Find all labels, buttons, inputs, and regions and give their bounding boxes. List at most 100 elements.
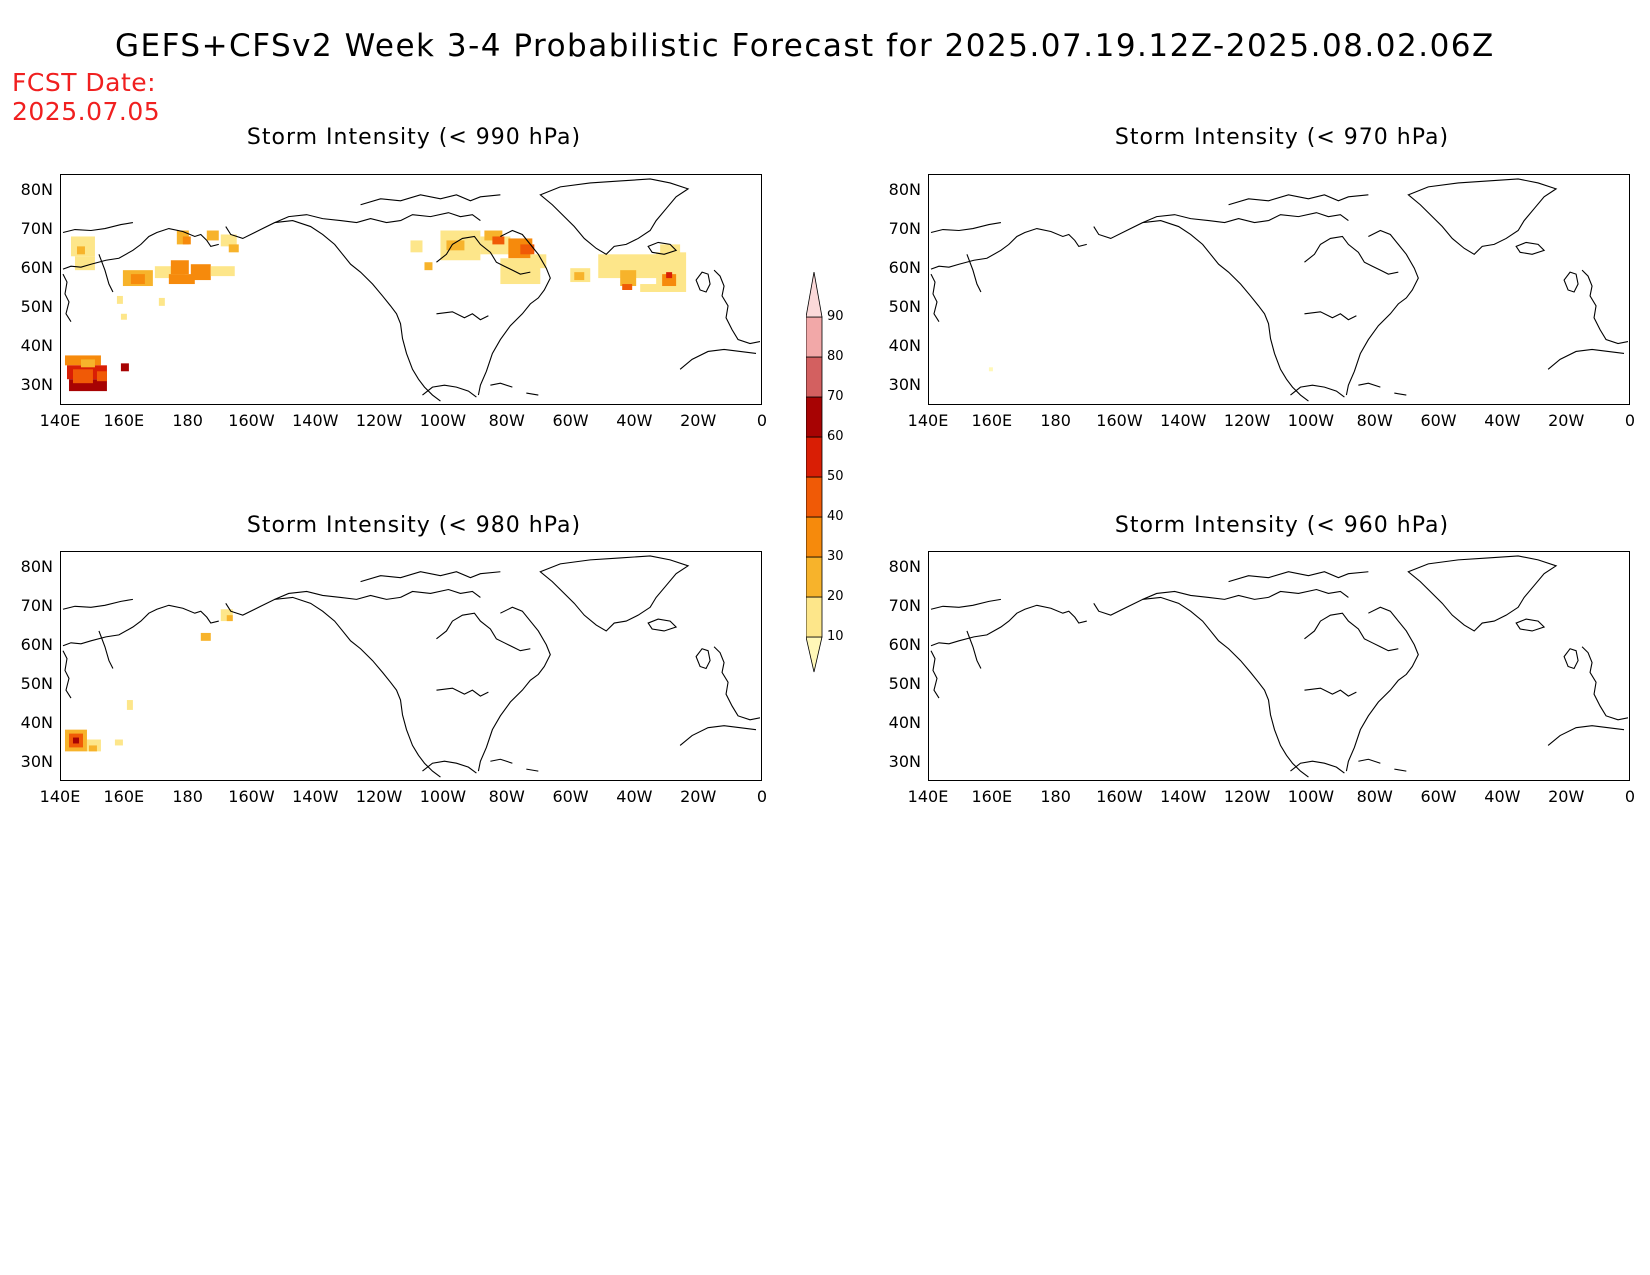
lon-tick-label: 180 bbox=[1040, 787, 1071, 806]
coastline bbox=[490, 382, 513, 388]
coastlines bbox=[62, 178, 760, 402]
coastline bbox=[1142, 214, 1269, 224]
map-canvas bbox=[62, 178, 760, 402]
coastline bbox=[98, 630, 114, 669]
map-canvas bbox=[930, 178, 1628, 402]
lon-tick-label: 140E bbox=[907, 787, 949, 806]
probability-cell bbox=[76, 246, 85, 255]
lat-tick-label: 60N bbox=[20, 257, 53, 277]
lon-tick-label: 0 bbox=[756, 787, 768, 806]
lon-tick-label: 0 bbox=[1624, 411, 1636, 430]
probability-cell bbox=[88, 745, 97, 752]
probability-cell bbox=[988, 367, 993, 372]
probability-cell bbox=[120, 363, 129, 372]
coastline bbox=[1142, 590, 1269, 600]
probability-cell bbox=[620, 270, 637, 287]
lon-tick-label: 60W bbox=[1420, 411, 1457, 430]
lat-tick-label: 80N bbox=[888, 556, 921, 576]
coastline bbox=[98, 254, 114, 293]
probability-cell bbox=[182, 236, 191, 245]
colorbar-swatch bbox=[806, 436, 823, 478]
probability-cell bbox=[410, 240, 423, 253]
coastline bbox=[1228, 194, 1369, 206]
forecast-date-label: FCST Date: bbox=[12, 68, 157, 97]
probability-cell bbox=[424, 262, 433, 271]
coastline bbox=[422, 760, 477, 774]
coastline bbox=[1268, 212, 1349, 222]
lat-tick-label: 50N bbox=[888, 297, 921, 317]
coastline bbox=[1407, 555, 1558, 632]
lon-tick-label: 160W bbox=[1096, 787, 1143, 806]
colorbar-level-label: 40 bbox=[827, 509, 844, 524]
coastline bbox=[225, 220, 441, 402]
lon-tick-label: 80W bbox=[1356, 787, 1393, 806]
coastline bbox=[436, 687, 489, 697]
coastline bbox=[1515, 241, 1546, 255]
colorbar-swatch bbox=[806, 396, 823, 438]
map-canvas bbox=[62, 555, 760, 778]
probability-cell bbox=[74, 256, 95, 271]
coastline bbox=[1093, 220, 1309, 402]
coastline bbox=[1358, 382, 1381, 388]
panel-title-970: Storm Intensity (< 970 hPa) bbox=[1114, 125, 1450, 150]
coastline bbox=[1290, 760, 1345, 774]
probability-cell bbox=[80, 359, 95, 368]
lon-tick-label: 60W bbox=[552, 411, 589, 430]
coastline bbox=[400, 588, 481, 598]
probability-cell bbox=[666, 272, 673, 279]
lon-tick-label: 60W bbox=[1420, 787, 1457, 806]
probability-cell bbox=[220, 234, 237, 247]
probability-cell bbox=[96, 371, 107, 382]
lon-tick-label: 120W bbox=[355, 787, 403, 806]
lat-tick-label: 40N bbox=[20, 336, 53, 356]
coastline bbox=[274, 214, 401, 224]
probability-cell bbox=[210, 266, 235, 277]
probability-cell bbox=[492, 236, 505, 245]
coastline bbox=[1290, 384, 1345, 398]
coastline bbox=[966, 254, 982, 293]
lat-tick-label: 30N bbox=[20, 751, 53, 771]
lon-tick-label: 0 bbox=[756, 411, 768, 430]
lon-tick-label: 40W bbox=[1484, 787, 1521, 806]
colorbar-level-label: 20 bbox=[827, 589, 844, 604]
coastline bbox=[1304, 311, 1357, 321]
lon-tick-label: 20W bbox=[1548, 787, 1585, 806]
forecast-date-value: 2025.07.05 bbox=[12, 97, 161, 126]
coastlines bbox=[62, 555, 760, 778]
coastline bbox=[62, 650, 72, 699]
probability-cell bbox=[228, 244, 239, 253]
probability-field bbox=[64, 230, 687, 392]
coastline bbox=[647, 618, 678, 632]
lon-tick-label: 100W bbox=[419, 411, 467, 430]
lon-tick-label: 100W bbox=[1287, 411, 1335, 430]
coastline bbox=[930, 227, 1087, 270]
coastline bbox=[539, 555, 690, 632]
probability-cell bbox=[130, 274, 145, 285]
map-canvas bbox=[930, 555, 1628, 778]
coastline bbox=[62, 598, 133, 610]
colorbar-upper-arrow bbox=[806, 272, 823, 318]
coastline bbox=[62, 604, 219, 647]
coastline bbox=[1394, 392, 1407, 396]
probability-colorbar bbox=[806, 272, 823, 673]
lon-tick-label: 100W bbox=[419, 787, 467, 806]
coastline bbox=[539, 178, 690, 255]
coastline bbox=[436, 612, 531, 652]
lon-tick-label: 140W bbox=[292, 787, 339, 806]
coastline bbox=[360, 571, 501, 583]
coastline bbox=[1304, 612, 1399, 652]
lat-tick-label: 30N bbox=[888, 751, 921, 771]
lon-tick-label: 160W bbox=[228, 411, 275, 430]
coastline bbox=[1093, 596, 1309, 778]
probability-cell bbox=[72, 737, 79, 744]
lon-tick-label: 140E bbox=[39, 411, 81, 430]
lon-tick-label: 120W bbox=[1223, 787, 1271, 806]
lat-tick-label: 70N bbox=[20, 218, 53, 238]
coastline bbox=[1547, 348, 1625, 370]
coastline bbox=[679, 348, 757, 370]
coastline bbox=[225, 596, 441, 778]
colorbar-level-label: 70 bbox=[827, 389, 844, 404]
probability-cell bbox=[68, 379, 107, 392]
coastline bbox=[422, 384, 477, 398]
lat-tick-label: 60N bbox=[20, 634, 53, 654]
